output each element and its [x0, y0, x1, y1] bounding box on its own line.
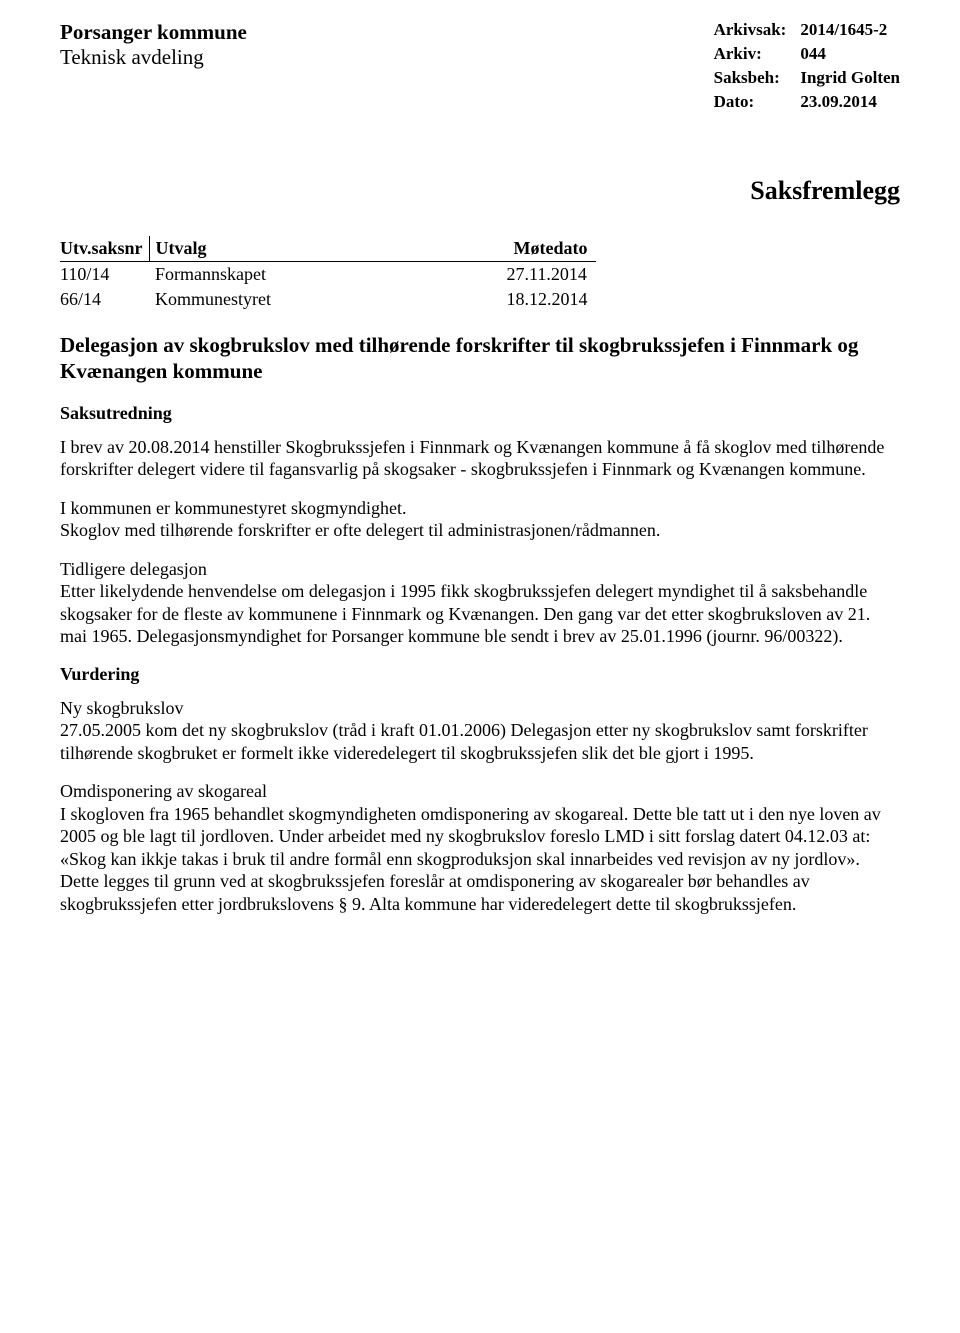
header-left: Porsanger kommune Teknisk avdeling — [60, 20, 714, 70]
document-type-title: Saksfremlegg — [60, 176, 900, 206]
table-row: 110/14 Formannskapet 27.11.2014 — [60, 262, 596, 288]
subheading: Omdisponering av skogareal — [60, 781, 267, 801]
paragraph: I kommunen er kommunestyret skogmyndighe… — [60, 497, 900, 542]
header-metadata: Arkivsak: 2014/1645-2 Arkiv: 044 Saksbeh… — [714, 20, 900, 116]
case-title: Delegasjon av skogbrukslov med tilhørend… — [60, 332, 900, 385]
col-motedato: Møtedato — [467, 236, 596, 262]
meta-row-arkiv: Arkiv: 044 — [714, 44, 900, 68]
cell-utvalg: Kommunestyret — [149, 287, 467, 312]
paragraph-tidligere-delegasjon: Tidligere delegasjon Etter likelydende h… — [60, 558, 900, 648]
meta-label: Dato: — [714, 92, 801, 116]
meta-label: Saksbeh: — [714, 68, 801, 92]
section-heading-vurdering: Vurdering — [60, 664, 900, 685]
col-utvsaksnr: Utv.saksnr — [60, 236, 149, 262]
table-header-row: Utv.saksnr Utvalg Møtedato — [60, 236, 596, 262]
cell-saksnr: 66/14 — [60, 287, 149, 312]
paragraph-omdisponering: Omdisponering av skogareal I skogloven f… — [60, 780, 900, 915]
cell-saksnr: 110/14 — [60, 262, 149, 288]
meta-row-arkivsak: Arkivsak: 2014/1645-2 — [714, 20, 900, 44]
subheading: Tidligere delegasjon — [60, 559, 207, 579]
header: Porsanger kommune Teknisk avdeling Arkiv… — [60, 20, 900, 116]
meta-value: 23.09.2014 — [800, 92, 900, 116]
meta-value: 2014/1645-2 — [800, 20, 900, 44]
meta-label: Arkiv: — [714, 44, 801, 68]
meta-label: Arkivsak: — [714, 20, 801, 44]
paragraph: I brev av 20.08.2014 henstiller Skogbruk… — [60, 436, 900, 481]
table-row: 66/14 Kommunestyret 18.12.2014 — [60, 287, 596, 312]
document-page: Porsanger kommune Teknisk avdeling Arkiv… — [0, 0, 960, 971]
meta-value: 044 — [800, 44, 900, 68]
cell-utvalg: Formannskapet — [149, 262, 467, 288]
committee-table: Utv.saksnr Utvalg Møtedato 110/14 Forman… — [60, 236, 596, 312]
meta-value: Ingrid Golten — [800, 68, 900, 92]
paragraph-ny-skogbrukslov: Ny skogbrukslov 27.05.2005 kom det ny sk… — [60, 697, 900, 765]
meta-row-dato: Dato: 23.09.2014 — [714, 92, 900, 116]
cell-dato: 27.11.2014 — [467, 262, 596, 288]
meta-row-saksbeh: Saksbeh: Ingrid Golten — [714, 68, 900, 92]
paragraph-body: 27.05.2005 kom det ny skogbrukslov (tråd… — [60, 720, 868, 763]
subheading: Ny skogbrukslov — [60, 698, 184, 718]
org-name: Porsanger kommune — [60, 20, 714, 45]
paragraph-body: Etter likelydende henvendelse om delegas… — [60, 581, 870, 646]
col-utvalg: Utvalg — [149, 236, 467, 262]
section-heading-saksutredning: Saksutredning — [60, 403, 900, 424]
paragraph-body: I skogloven fra 1965 behandlet skogmyndi… — [60, 804, 881, 914]
department-name: Teknisk avdeling — [60, 45, 714, 70]
cell-dato: 18.12.2014 — [467, 287, 596, 312]
